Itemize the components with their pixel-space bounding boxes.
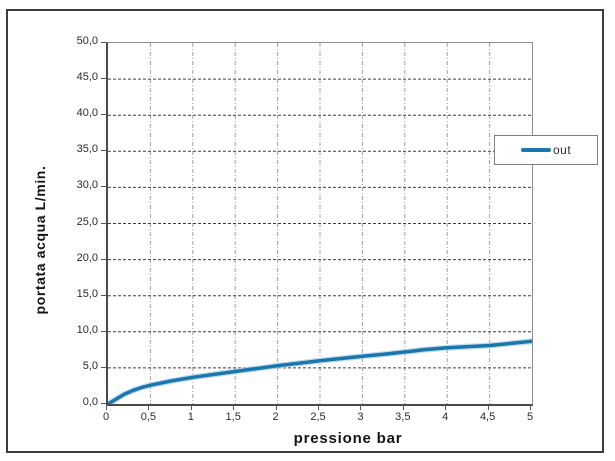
x-tick-label: 0 (102, 411, 110, 423)
y-tick-mark (101, 294, 106, 296)
legend-box: out (494, 135, 598, 165)
y-tick-mark (101, 366, 106, 368)
x-tick-mark (402, 405, 404, 410)
x-tick-mark (148, 405, 150, 410)
y-tick-label: 5,0 (82, 359, 98, 372)
y-tick-mark (101, 330, 106, 332)
y-tick-label: 50,0 (76, 35, 98, 47)
y-tick-label: 35,0 (76, 143, 98, 156)
x-tick-mark (487, 405, 489, 410)
legend-label: out (553, 143, 572, 157)
series-line-out (108, 339, 532, 404)
x-tick-label: 3 (357, 411, 364, 423)
x-tick-label: 1,5 (225, 411, 241, 423)
y-tick-mark (101, 78, 106, 80)
y-axis-title: portata acqua L/min. (32, 165, 48, 315)
x-tick-label: 4,5 (479, 411, 496, 423)
x-tick-label: 3,5 (395, 411, 411, 423)
y-tick-label: 15,0 (76, 287, 98, 300)
x-tick-label: 4 (442, 411, 449, 423)
x-tick-label: 1 (187, 411, 194, 423)
y-tick-mark (101, 403, 106, 404)
y-tick-mark (101, 150, 106, 152)
x-tick-mark (360, 405, 362, 410)
y-tick-mark (101, 42, 106, 43)
y-tick-label: 10,0 (76, 323, 98, 336)
legend-line-swatch (521, 148, 551, 152)
y-tick-mark (101, 258, 106, 260)
x-tick-mark (318, 405, 319, 410)
y-tick-mark (101, 222, 106, 224)
y-tick-label: 0,0 (82, 396, 98, 408)
x-tick-label: 2 (272, 411, 279, 423)
y-tick-mark (101, 186, 106, 188)
x-tick-mark (530, 405, 531, 410)
x-tick-mark (445, 405, 447, 410)
x-tick-mark (233, 405, 235, 410)
y-tick-label: 20,0 (76, 251, 98, 264)
y-tick-label: 45,0 (76, 71, 98, 84)
x-axis-title: pressione bar (293, 430, 403, 447)
plot-area (106, 42, 533, 406)
y-tick-mark (101, 114, 106, 116)
x-tick-label: 5 (526, 411, 534, 423)
y-tick-label: 25,0 (76, 215, 98, 228)
x-tick-mark (190, 405, 192, 410)
x-tick-mark (106, 405, 107, 410)
y-tick-label: 40,0 (76, 107, 98, 120)
x-tick-mark (275, 405, 277, 410)
y-tick-label: 30,0 (76, 179, 98, 192)
x-tick-label: 2,5 (310, 411, 326, 423)
x-tick-label: 0,5 (140, 411, 157, 423)
plot-svg (108, 43, 532, 404)
